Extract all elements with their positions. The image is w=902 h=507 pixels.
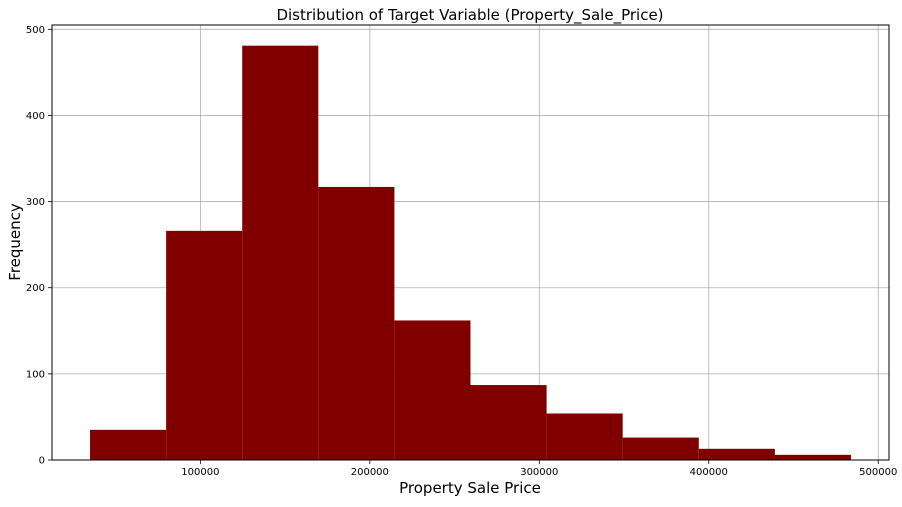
y-axis-label: Frequency (6, 203, 24, 281)
x-tick-label: 300000 (520, 467, 558, 478)
plot-frame (51, 24, 890, 461)
histogram-bar (90, 429, 167, 460)
histogram-bar (394, 320, 471, 460)
histogram-bar (622, 437, 699, 460)
histogram-bar (470, 385, 547, 460)
x-axis-label: Property Sale Price (399, 479, 541, 497)
y-tick-label: 400 (26, 111, 45, 122)
bars-layer (90, 45, 851, 460)
y-tick-label: 300 (26, 197, 45, 208)
histogram-bar (774, 454, 851, 460)
y-axis-ticks: 0 100 200 300 400 500 (26, 25, 52, 467)
x-tick-label: 500000 (859, 467, 897, 478)
y-tick-label: 0 (39, 456, 45, 467)
histogram-bar (166, 230, 243, 460)
x-tick-label: 200000 (351, 467, 389, 478)
chart-title: Distribution of Target Variable (Propert… (276, 6, 663, 25)
y-tick-label: 500 (26, 25, 45, 36)
histogram-bar (242, 45, 319, 460)
histogram-bar (318, 186, 395, 460)
histogram-bar (698, 448, 775, 460)
histogram-bar (546, 413, 623, 460)
y-tick-label: 200 (26, 283, 45, 294)
y-tick-label: 100 (26, 369, 45, 380)
x-axis-ticks: 100000 200000 300000 400000 500000 (181, 460, 897, 478)
x-tick-label: 400000 (690, 467, 728, 478)
x-tick-label: 100000 (181, 467, 219, 478)
